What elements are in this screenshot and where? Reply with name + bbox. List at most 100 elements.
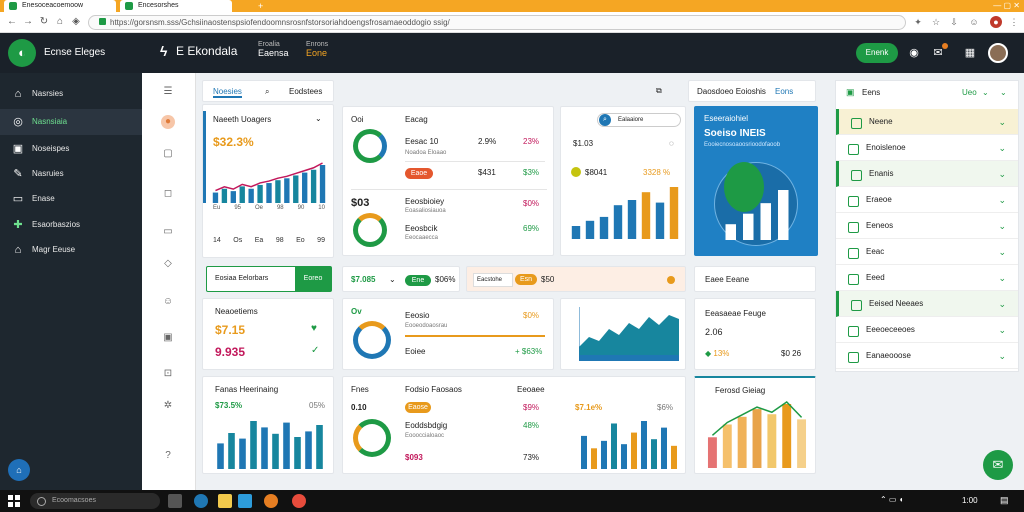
sidebar-item-inbox[interactable]: ▣ Noseispes	[0, 136, 142, 162]
chrome-icon[interactable]	[292, 494, 306, 508]
sidebar-item-folder[interactable]: ▭ Enase	[0, 186, 142, 212]
right-panel-item[interactable]: Eeised Neeaes ⌄	[836, 291, 1018, 317]
sidebar-item-edit[interactable]: ✎ Nasruies	[0, 161, 142, 187]
firefox-icon[interactable]	[264, 494, 278, 508]
chevron-down-icon[interactable]: ⌄	[982, 88, 989, 97]
taskview-icon[interactable]	[168, 494, 182, 508]
chevron-down-icon[interactable]: ⌄	[998, 117, 1006, 127]
download-icon[interactable]: ⇩	[950, 17, 958, 27]
checkbox-icon[interactable]	[848, 352, 859, 363]
new-tab-button[interactable]: +	[258, 1, 264, 11]
user-icon[interactable]: ☺	[969, 17, 979, 27]
store-icon[interactable]	[238, 494, 252, 508]
chat-icon[interactable]: ▢	[163, 148, 173, 159]
checkbox-icon[interactable]	[848, 196, 859, 207]
window-icon[interactable]: ▭	[163, 226, 173, 237]
bookmarks-icon[interactable]: ☆	[931, 17, 941, 27]
tab-active[interactable]: Eosiaa Eelorbars	[215, 275, 269, 282]
sidebar-item-settings[interactable]: ◎ Nasnsiaia	[0, 109, 142, 135]
copy-icon[interactable]: ⧉	[656, 86, 662, 95]
chevron-down-icon[interactable]: ⌄	[1000, 88, 1007, 97]
checkbox-icon[interactable]	[848, 222, 859, 233]
right-panel-item[interactable]: Eraeoe ⌄	[836, 187, 1018, 213]
tab-noesies[interactable]: Noesies	[213, 87, 242, 98]
header-nav-1[interactable]: Eroalia Eaensa	[258, 41, 289, 58]
tab-eodstees[interactable]: Eodstees	[289, 87, 323, 96]
smile-icon[interactable]: ☺	[162, 296, 174, 307]
home-nav-icon[interactable]: ⌂	[56, 16, 64, 27]
chevron-down-icon[interactable]: ⌄	[998, 195, 1006, 205]
search-input[interactable]: Eacstohe	[473, 273, 513, 287]
chevron-down-icon[interactable]: ⌄	[315, 114, 322, 123]
help-icon[interactable]: ?	[165, 450, 171, 461]
checkbox-icon[interactable]	[848, 274, 859, 285]
checkbox-icon[interactable]	[851, 300, 862, 311]
header-action-button[interactable]: Enenk	[856, 43, 898, 63]
browser-tab-2[interactable]: Encesorshes	[120, 0, 232, 12]
window-controls[interactable]: — ▢ ✕	[993, 1, 1020, 10]
reload-icon[interactable]: ↻	[39, 16, 49, 27]
chat-fab-button[interactable]: ✉	[983, 450, 1013, 480]
chevron-down-icon[interactable]: ⌄	[998, 169, 1006, 179]
location-icon[interactable]: ◉	[909, 47, 919, 59]
right-panel-item[interactable]: Eeac ⌄	[836, 239, 1018, 265]
avatar[interactable]	[988, 43, 1008, 63]
extensions-icon[interactable]: ✦	[914, 17, 922, 27]
forward-icon[interactable]: →	[23, 16, 33, 27]
notification-icon[interactable]: ✉	[933, 47, 943, 59]
tab-eoreo[interactable]: Eoreo	[295, 267, 331, 291]
taskbar-search[interactable]: Ecoomacsoes	[30, 493, 160, 509]
checkbox-icon[interactable]	[851, 118, 862, 129]
right-panel-item[interactable]: Eeneos ⌄	[836, 213, 1018, 239]
box-icon[interactable]: ▣	[163, 332, 173, 343]
settings-icon[interactable]: ◌	[669, 139, 674, 148]
chevron-down-icon[interactable]: ⌄	[998, 273, 1006, 283]
shield-icon[interactable]: ◈	[72, 16, 80, 27]
message-icon[interactable]: ◻	[163, 188, 173, 199]
back-icon[interactable]: ←	[7, 16, 17, 27]
right-panel-item[interactable]: Eanaeooose ⌄	[836, 343, 1018, 369]
notification-center-icon[interactable]: ▤	[1000, 495, 1009, 505]
edge-icon[interactable]	[194, 494, 208, 508]
search-icon[interactable]: ⌕	[599, 114, 611, 126]
lock-icon[interactable]: ⊡	[163, 368, 173, 379]
sidebar-item-home[interactable]: ⌂ Nasrsies	[0, 81, 142, 107]
chevron-down-icon[interactable]: ⌄	[998, 325, 1006, 335]
profile-icon[interactable]: ●	[990, 16, 1002, 28]
folder-icon[interactable]	[218, 494, 232, 508]
chevron-down-icon[interactable]: ⌄	[998, 351, 1006, 361]
checkbox-icon[interactable]	[848, 326, 859, 337]
tray-icons[interactable]: ⌃ ▭ ◖	[880, 495, 904, 504]
sidebar-item-extensions[interactable]: ✚ Esaorbaszios	[0, 212, 142, 238]
browser-tab-1[interactable]: Enesoceacoemoow	[4, 0, 116, 12]
search-icon[interactable]: ⌕	[265, 87, 270, 96]
shield-icon[interactable]: ◇	[164, 258, 172, 269]
chevron-down-icon[interactable]: ⌄	[389, 275, 396, 284]
pill[interactable]: Ene	[405, 275, 431, 286]
alert-icon[interactable]: ●	[161, 115, 175, 129]
right-panel-item[interactable]: Eeeoeceeoes ⌄	[836, 317, 1018, 343]
chevron-down-icon[interactable]: ⌄	[998, 221, 1006, 231]
chevron-down-icon[interactable]: ⌄	[998, 299, 1006, 309]
windows-start-icon[interactable]	[8, 495, 20, 507]
header-nav-2[interactable]: Enrons Eone	[306, 41, 329, 58]
right-panel-item[interactable]: Eeed ⌄	[836, 265, 1018, 291]
right-panel-item[interactable]: Enoislenoe ⌄	[836, 135, 1018, 161]
logo-icon[interactable]: ◐	[8, 39, 36, 67]
chevron-down-icon[interactable]: ⌄	[998, 247, 1006, 257]
right-panel-item[interactable]: Enanis ⌄	[836, 161, 1018, 187]
address-bar[interactable]: https://gorsnsm.sss/Gchsiinaostenspsiofe…	[88, 15, 906, 30]
chevron-down-icon[interactable]: ⌄	[998, 143, 1006, 153]
list-icon[interactable]: ☰	[163, 86, 173, 97]
right-panel-item[interactable]: Neene ⌄	[836, 109, 1018, 135]
sidebar-item-building[interactable]: ⌂ Magr Eeuse	[0, 237, 142, 263]
sidebar-toggle-button[interactable]: ⌂	[8, 459, 30, 481]
tab-eons[interactable]: Eons	[775, 87, 794, 96]
checkbox-icon[interactable]	[848, 144, 859, 155]
tab-overview[interactable]: Daosdoeo Eoioshis	[697, 87, 766, 96]
gear-icon[interactable]: ✲	[163, 400, 173, 411]
checkbox-icon[interactable]	[848, 248, 859, 259]
grid-icon[interactable]: ▦	[964, 47, 976, 59]
search-input[interactable]: Ealaaiore	[597, 113, 681, 127]
pill[interactable]: Esn	[515, 274, 537, 285]
